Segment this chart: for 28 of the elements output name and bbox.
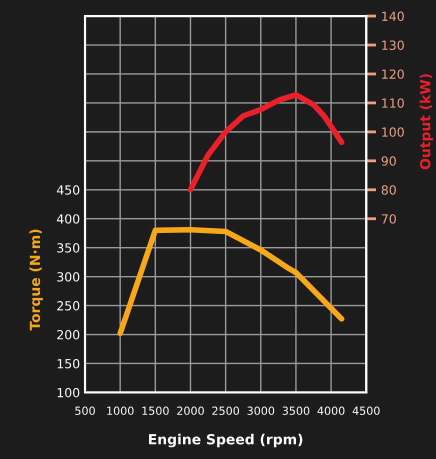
y-tick-label: 350 [57,243,80,253]
x-tick-label: 500 [75,406,95,415]
y-tick-label: 300 [57,272,80,282]
y-axis-title: Torque (N·m) [29,230,43,331]
x-tick-label: 2500 [212,406,240,415]
x-tick-label: 3500 [282,406,310,415]
y2-tick-label: 90 [382,156,396,166]
x-tick-label: 1500 [142,406,169,415]
y-tick-label: 200 [57,330,80,340]
y-tick-label: 100 [58,388,80,398]
y-tick-label: 400 [56,214,80,224]
y2-tick-label: 80 [382,185,396,195]
x-tick-label: 3000 [247,406,274,415]
x-tick-label: 2000 [177,406,204,415]
x-tick-label: 1000 [107,406,134,415]
y2-tick-label: 100 [382,127,404,137]
x-tick-label: 4500 [352,406,380,415]
x-tick-label: 4000 [317,406,344,415]
y2-tick-label: 130 [382,40,404,50]
y2-tick-label: 110 [382,98,404,108]
x-axis-title: Engine Speed (rpm) [149,434,302,448]
y-tick-label: 250 [57,301,80,311]
y-tick-label: 150 [58,358,80,368]
y2-axis-title: Output (kW) [420,74,434,170]
y-tick-label: 450 [56,185,80,195]
y2-tick-label: 140 [382,12,404,21]
y2-tick-label: 120 [382,69,404,79]
y2-tick-label: 70 [382,214,396,224]
